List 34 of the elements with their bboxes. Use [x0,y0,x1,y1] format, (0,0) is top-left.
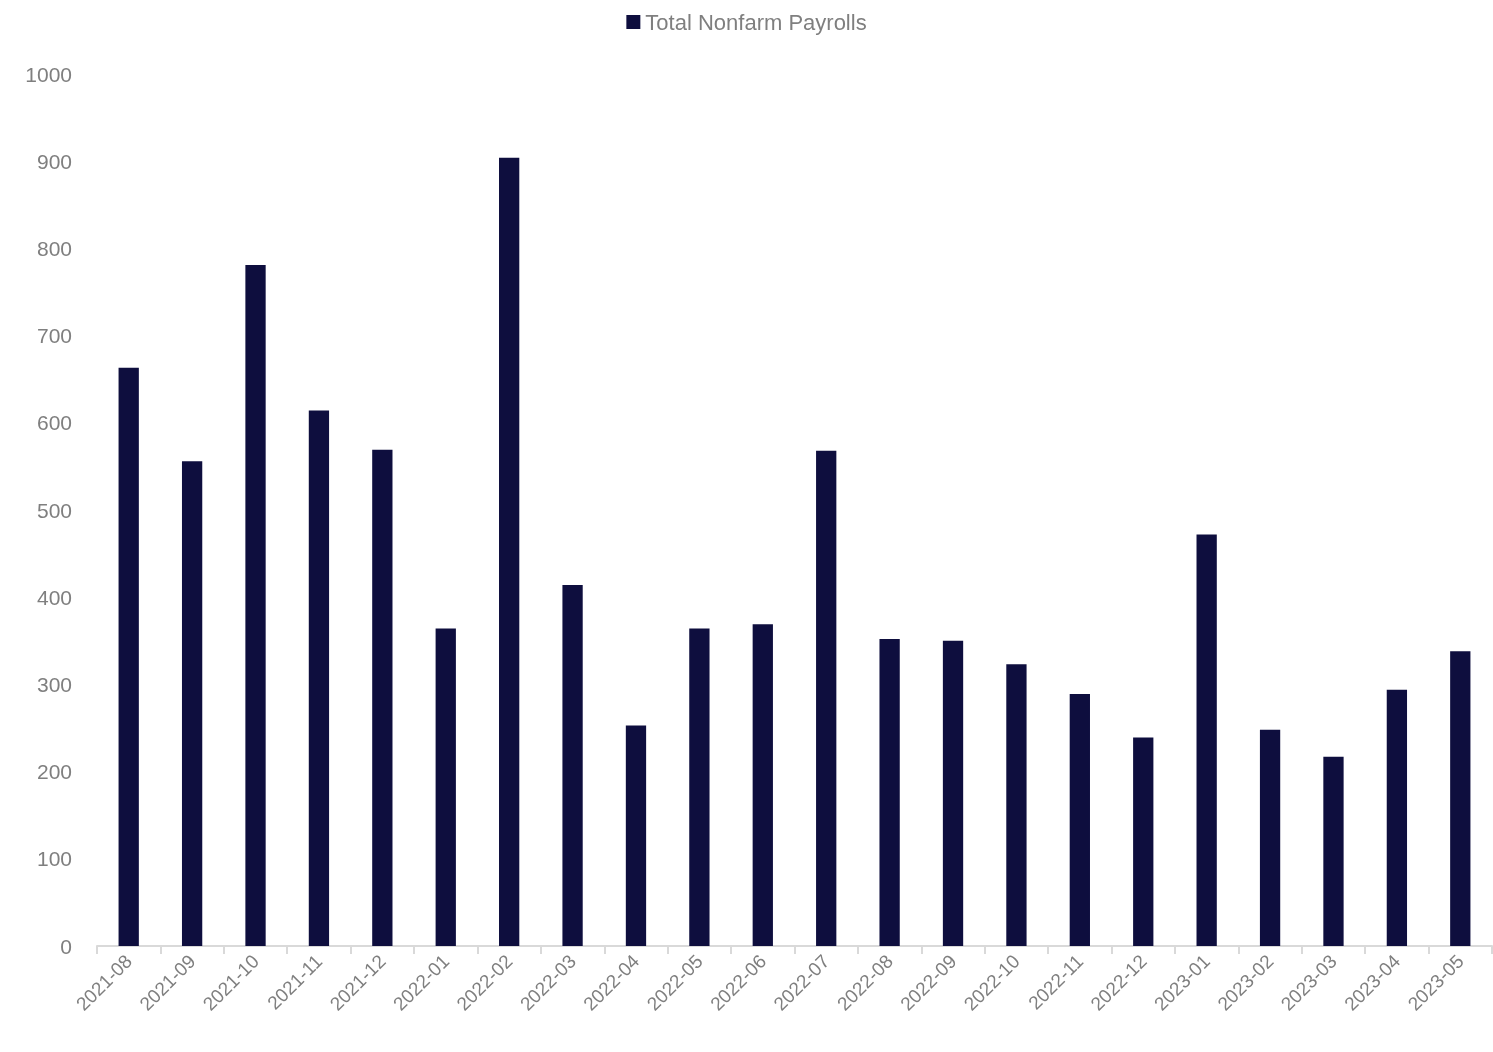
bar [372,449,393,946]
bar [1386,689,1408,946]
bar [689,628,710,946]
bar [1006,664,1027,946]
bar [625,725,647,946]
legend-label: Total Nonfarm Payrolls [645,9,867,35]
bar [1323,756,1344,946]
bar [1196,534,1217,946]
bar [118,367,139,946]
bar [816,450,837,946]
y-tick-label: 600 [36,411,72,435]
y-tick-label: 800 [36,236,72,260]
bar [181,461,203,946]
bar [1069,693,1090,946]
y-tick-label: 300 [36,672,72,696]
y-tick-label: 400 [36,585,72,609]
bar [1259,729,1281,946]
y-tick-label: 0 [60,934,72,958]
bar [562,584,583,946]
y-tick-label: 200 [36,760,72,784]
y-tick-label: 1000 [25,62,72,86]
bar [245,264,266,946]
bar [499,157,520,946]
y-tick-label: 700 [36,324,72,348]
bar [879,639,900,946]
y-tick-label: 100 [36,847,72,871]
bar [435,628,456,946]
bar [308,410,330,946]
bar [1450,651,1471,946]
y-tick-label: 500 [36,498,72,522]
bar [1133,737,1154,946]
bar [752,624,773,946]
bar [942,640,964,946]
y-tick-label: 900 [36,149,72,173]
